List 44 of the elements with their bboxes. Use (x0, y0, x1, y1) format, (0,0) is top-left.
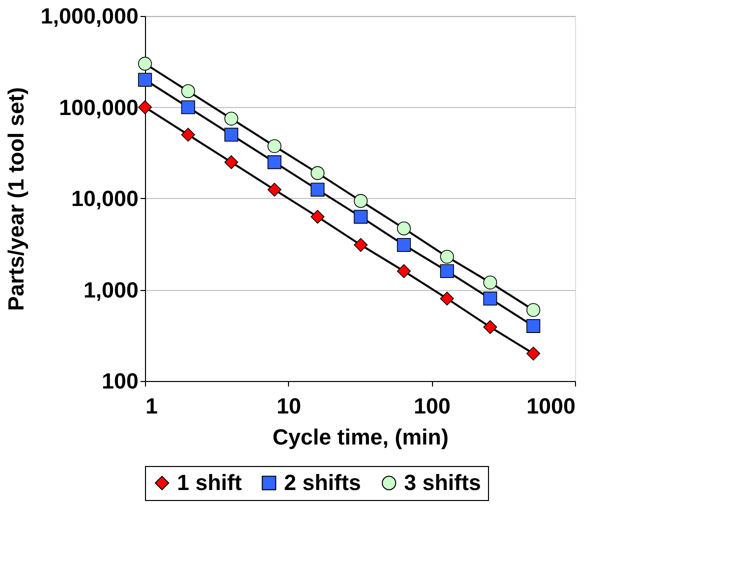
legend-label: 1 shift (177, 470, 242, 495)
point (396, 222, 411, 236)
point (396, 238, 411, 252)
legend-label: 2 shifts (284, 470, 362, 495)
point (483, 276, 498, 290)
legend-label: 3 shifts (404, 470, 482, 495)
point (138, 100, 152, 114)
y-tick-label: 10,000 (71, 186, 138, 211)
point (268, 182, 282, 197)
y-tick-label: 100,000 (58, 94, 138, 120)
y-axis-title: Parts/year (1 tool set) (4, 87, 29, 311)
x-tick-label: 1000 (526, 394, 576, 418)
point (440, 292, 454, 306)
y-tick-label: 1,000 (83, 277, 138, 302)
x-tick-label: 1 (146, 394, 158, 418)
point (440, 264, 454, 278)
x-tick-label: 10 (276, 394, 302, 418)
x-tick-label: 100 (414, 394, 451, 418)
point (526, 346, 540, 360)
point (354, 210, 368, 224)
point (181, 84, 196, 98)
point (138, 56, 152, 71)
point (440, 250, 454, 264)
y-tick-label: 100 (102, 368, 138, 394)
point (526, 319, 540, 333)
point (396, 264, 411, 278)
point (268, 155, 282, 170)
point (354, 194, 368, 208)
point (224, 128, 238, 142)
point (310, 166, 325, 180)
point (224, 155, 238, 170)
point (310, 210, 325, 224)
point (354, 238, 368, 252)
point (138, 72, 152, 87)
point (483, 292, 498, 306)
point (224, 112, 238, 126)
point (483, 320, 498, 334)
point (310, 182, 325, 197)
point (268, 139, 282, 154)
x-axis-title: Cycle time, (min) (272, 424, 449, 450)
point (526, 303, 540, 317)
point (181, 128, 196, 142)
point (181, 100, 196, 114)
y-tick-label: 1,000,000 (40, 4, 138, 28)
